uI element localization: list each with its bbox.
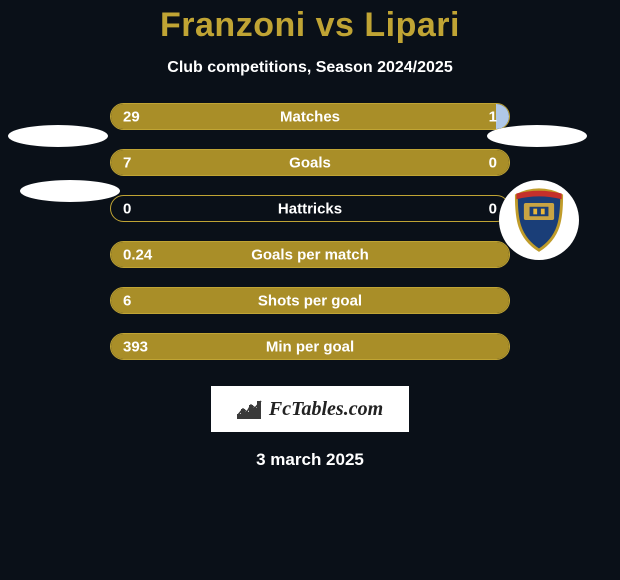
- metric-value-left: 0.24: [123, 246, 152, 263]
- metric-label: Min per goal: [266, 338, 354, 355]
- metric-row: 393 Min per goal: [110, 333, 510, 360]
- club-crest-icon: [499, 180, 579, 260]
- metrics-list: 29 1 Matches 7 0 Goals 0 0 Hattricks 0.24 Goals pe…: [110, 103, 510, 360]
- metric-row: 0 0 Hattricks: [110, 195, 510, 222]
- fctables-watermark: FcTables.com: [211, 386, 409, 432]
- metric-value-right: 1: [489, 108, 497, 125]
- metric-value-left: 0: [123, 200, 131, 217]
- metric-value-left: 7: [123, 154, 131, 171]
- player-placeholder-oval: [487, 125, 587, 147]
- metric-row: 29 1 Matches: [110, 103, 510, 130]
- metric-value-left: 393: [123, 338, 148, 355]
- generated-date: 3 march 2025: [0, 450, 620, 470]
- player-placeholder-oval: [8, 125, 108, 147]
- metric-value-right: 0: [489, 154, 497, 171]
- fctables-logo-icon: [237, 399, 263, 419]
- metric-label: Matches: [280, 108, 340, 125]
- metric-row: 6 Shots per goal: [110, 287, 510, 314]
- comparison-title: Franzoni vs Lipari: [0, 6, 620, 45]
- metric-label: Hattricks: [278, 200, 342, 217]
- comparison-subtitle: Club competitions, Season 2024/2025: [0, 59, 620, 77]
- metric-value-left: 6: [123, 292, 131, 309]
- metric-row: 7 0 Goals: [110, 149, 510, 176]
- metric-value-left: 29: [123, 108, 140, 125]
- metric-value-right: 0: [489, 200, 497, 217]
- metric-row: 0.24 Goals per match: [110, 241, 510, 268]
- player-placeholder-oval: [20, 180, 120, 202]
- metric-label: Goals: [289, 154, 331, 171]
- watermark-text: FcTables.com: [269, 398, 383, 421]
- metric-bar-right: [496, 104, 509, 129]
- metric-label: Shots per goal: [258, 292, 362, 309]
- metric-label: Goals per match: [251, 246, 369, 263]
